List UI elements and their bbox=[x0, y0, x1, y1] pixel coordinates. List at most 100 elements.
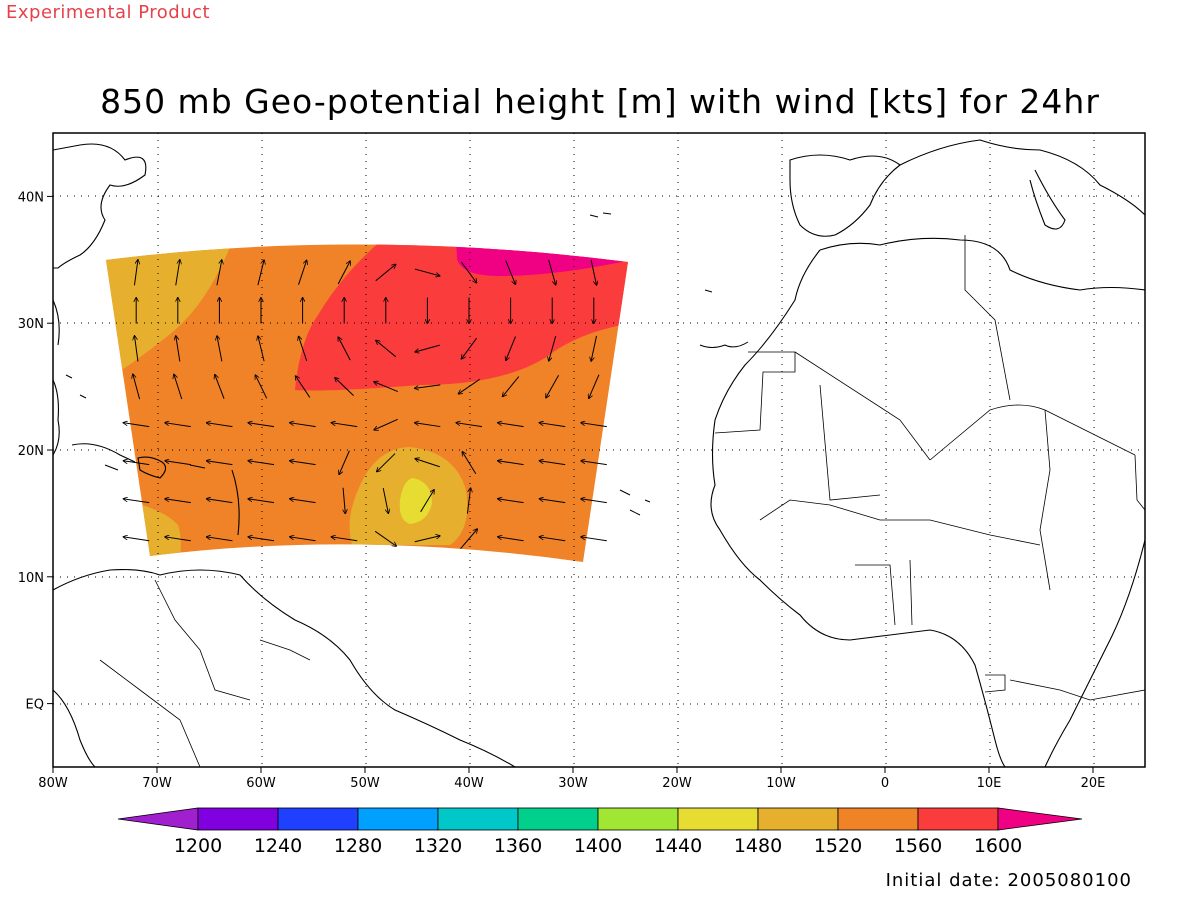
azores-island bbox=[589, 214, 599, 218]
wind-arrow bbox=[123, 461, 150, 466]
wind-arrow bbox=[461, 337, 478, 359]
wind-arrow bbox=[165, 461, 191, 466]
colorbar bbox=[117, 807, 1083, 831]
x-tick-label: 10E bbox=[977, 776, 1002, 791]
wind-arrow bbox=[539, 423, 566, 428]
wind-arrow bbox=[498, 461, 524, 466]
wind-arrow bbox=[133, 374, 141, 400]
colorbar-label: 1360 bbox=[494, 835, 542, 857]
gulf-coast bbox=[53, 379, 60, 456]
wind-arrow bbox=[133, 260, 137, 286]
x-axis-labels: 80W 70W 60W 50W 40W 30W 20W 10W 0 10E 20E bbox=[38, 776, 1105, 791]
wind-arrow bbox=[415, 344, 441, 352]
wind-arrow bbox=[374, 418, 398, 430]
wind-arrow bbox=[298, 260, 306, 285]
wind-arrow bbox=[462, 452, 477, 475]
border-congo bbox=[1009, 679, 1145, 701]
colorbar-swatch bbox=[917, 807, 999, 831]
wind-arrow bbox=[258, 336, 265, 362]
wind-arrow bbox=[339, 450, 350, 475]
lesser-antilles bbox=[231, 469, 240, 536]
wind-arrow bbox=[581, 423, 607, 428]
region-1480-low bbox=[399, 478, 432, 524]
wind-arrow bbox=[460, 529, 478, 549]
border-guyana bbox=[259, 639, 311, 661]
x-tick-label: 50W bbox=[350, 776, 380, 791]
wind-arrow bbox=[466, 488, 470, 514]
x-tick-label: 30W bbox=[558, 776, 588, 791]
madeira-island bbox=[704, 289, 713, 293]
chart-title: 850 mb Geo-potential height [m] with win… bbox=[100, 82, 1100, 121]
azores-island-2 bbox=[602, 212, 612, 215]
colorbar-label: 1520 bbox=[814, 835, 862, 857]
wind-arrow bbox=[502, 376, 520, 397]
south-america-west bbox=[53, 689, 96, 767]
wind-arrow bbox=[134, 336, 139, 362]
wind-arrow bbox=[591, 335, 598, 361]
colorbar-swatch bbox=[197, 807, 279, 831]
wind-arrow bbox=[331, 423, 358, 428]
wind-arrow bbox=[420, 490, 435, 513]
wind-arrow bbox=[506, 336, 516, 361]
west-africa-coast bbox=[710, 249, 1006, 767]
y-tick-label: 10N bbox=[18, 571, 44, 586]
wind-arrow bbox=[255, 375, 268, 399]
wind-arrow bbox=[165, 423, 191, 428]
wind-arrow bbox=[248, 423, 275, 428]
wind-arrow bbox=[257, 260, 264, 286]
italy-coast bbox=[1029, 169, 1066, 230]
y-tick-label: 30N bbox=[18, 317, 44, 332]
border-togo-benin bbox=[909, 559, 913, 626]
y-axis-ticks bbox=[47, 195, 53, 705]
border-chad bbox=[1039, 409, 1051, 591]
wind-arrow bbox=[206, 499, 233, 504]
wind-arrow bbox=[165, 499, 191, 504]
coastlines bbox=[53, 139, 1145, 767]
colorbar-label: 1400 bbox=[574, 835, 622, 857]
colorbar-label: 1280 bbox=[334, 835, 382, 857]
wind-arrow bbox=[123, 537, 150, 542]
colorbar-swatch bbox=[597, 807, 679, 831]
colorbar-label: 1200 bbox=[174, 835, 222, 857]
wind-arrow bbox=[206, 423, 233, 428]
experimental-product-label: Experimental Product bbox=[6, 2, 211, 23]
wind-vectors bbox=[123, 260, 607, 549]
wind-arrow bbox=[175, 260, 180, 286]
initial-date: Initial date: 2005080100 bbox=[885, 870, 1132, 891]
south-america-coast bbox=[53, 569, 516, 767]
wind-arrow bbox=[581, 537, 607, 542]
x-axis-ticks bbox=[52, 767, 1094, 773]
x-tick-label: 20W bbox=[662, 776, 692, 791]
wind-arrow bbox=[377, 453, 396, 472]
jamaica-coast bbox=[104, 464, 119, 471]
colorbar-label: 1320 bbox=[414, 835, 462, 857]
y-tick-label: 20N bbox=[18, 444, 44, 459]
wind-arrow bbox=[165, 537, 191, 542]
wind-arrow bbox=[290, 499, 316, 504]
wind-arrow bbox=[337, 261, 350, 285]
colorbar-label: 1440 bbox=[654, 835, 702, 857]
colorbar-right-triangle bbox=[997, 807, 1083, 831]
colorbar-swatch bbox=[357, 807, 439, 831]
x-tick-label: 0 bbox=[881, 776, 889, 791]
border-algeria-mali bbox=[794, 351, 931, 461]
europe-coast bbox=[899, 139, 1145, 216]
north-america-coast bbox=[53, 143, 147, 269]
wind-arrow bbox=[376, 340, 397, 358]
wind-arrow bbox=[415, 459, 440, 468]
colorbar-labels: 1200 1240 1280 1320 1360 1400 1440 1480 1520 1560… bbox=[174, 835, 1022, 857]
wind-arrow bbox=[174, 374, 183, 400]
wind-arrow bbox=[123, 423, 150, 428]
colorbar-label: 1600 bbox=[974, 835, 1022, 857]
wind-arrow bbox=[335, 378, 354, 396]
x-tick-label: 20E bbox=[1081, 776, 1106, 791]
wind-arrow bbox=[290, 461, 316, 466]
wind-arrow bbox=[123, 499, 150, 504]
colorbar-swatch bbox=[677, 807, 759, 831]
wind-arrow bbox=[331, 537, 358, 542]
border-algeria-libya bbox=[964, 235, 1011, 401]
wind-arrow bbox=[295, 376, 311, 398]
graticule bbox=[53, 133, 1145, 767]
x-tick-label: 10W bbox=[766, 776, 796, 791]
